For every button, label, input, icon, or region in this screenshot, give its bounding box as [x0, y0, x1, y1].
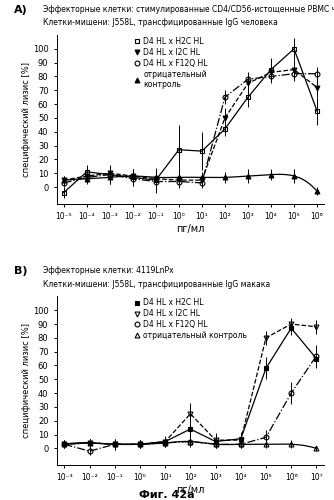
X-axis label: пг/мл: пг/мл [176, 224, 204, 234]
Text: Эффекторные клетки: стимулированные CD4/CD56-истощенные PBMC человека: Эффекторные клетки: стимулированные CD4/… [43, 4, 334, 14]
Text: Клетки-мишени: J558L, трансфицированные IgG человека: Клетки-мишени: J558L, трансфицированные … [43, 18, 278, 27]
Text: Фиг. 42а: Фиг. 42а [139, 490, 195, 500]
Text: Эффекторные клетки: 4119LnPx: Эффекторные клетки: 4119LnPx [43, 266, 174, 275]
Y-axis label: специфический лизис [%]: специфический лизис [%] [22, 62, 31, 177]
Text: Клетки-мишени: J558L, трансфицированные IgG макака: Клетки-мишени: J558L, трансфицированные … [43, 280, 271, 288]
X-axis label: пг/мл: пг/мл [176, 485, 204, 495]
Legend: D4 HL x H2C HL, D4 HL x I2C HL, D4 HL x F12Q HL, отрицательный контроль: D4 HL x H2C HL, D4 HL x I2C HL, D4 HL x … [133, 297, 249, 342]
Text: A): A) [14, 4, 28, 15]
Text: B): B) [14, 266, 27, 276]
Legend: D4 HL x H2C HL, D4 HL x I2C HL, D4 HL x F12Q HL, отрицательный
контроль: D4 HL x H2C HL, D4 HL x I2C HL, D4 HL x … [133, 36, 209, 90]
Y-axis label: специфический лизис [%]: специфический лизис [%] [22, 323, 31, 438]
